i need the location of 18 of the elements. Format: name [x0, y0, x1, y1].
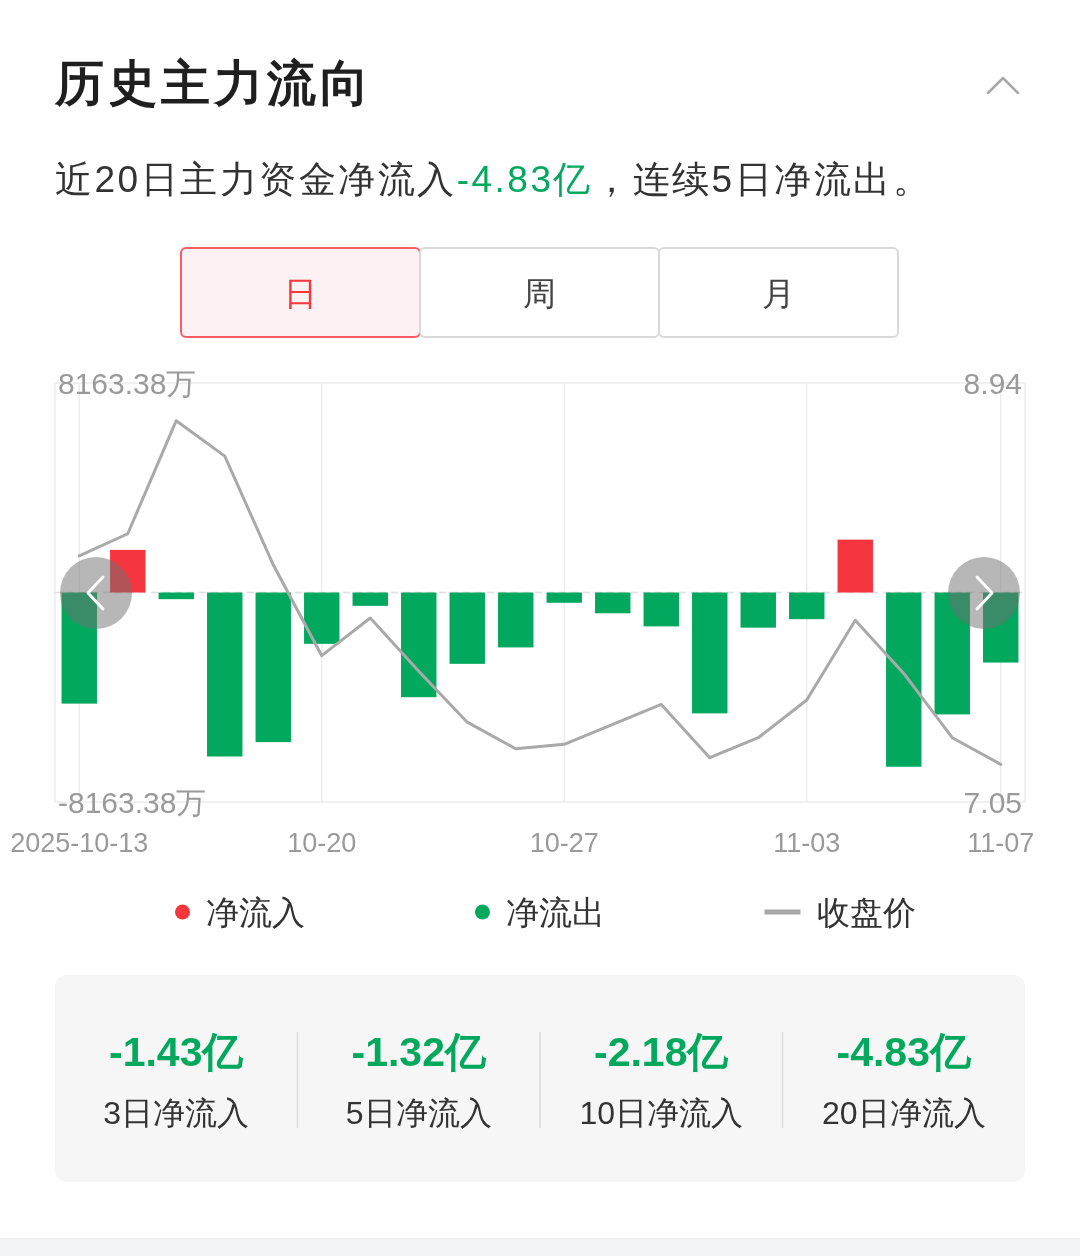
tab: 周: [419, 247, 660, 338]
chart-title: 历史主力流向: [54, 56, 373, 110]
legend-label: 收盘价: [816, 894, 916, 931]
y2-tick-label: 8.94: [963, 366, 1022, 400]
chart-subtitle: 近20日主力资金净流入-4.83亿，连续5日净流出。: [55, 159, 933, 200]
x-tick-label: 11-03: [773, 828, 841, 858]
x-tick-label: 10-20: [287, 828, 357, 858]
x-tick-label: 11-07: [967, 828, 1035, 858]
tab-selected: 日: [180, 247, 421, 338]
summary: -1.43亿 3日净流入 -1.32亿 5日净流入 -2.18亿 10日净流入 -4.83亿 20日净流入: [55, 975, 1025, 1182]
x-tick-label: 10-27: [529, 828, 599, 858]
y2-tick-label: 7.05: [963, 785, 1022, 819]
legend-label: 净流入: [206, 894, 305, 931]
x-tick-label: 2025-10-13: [10, 828, 149, 858]
y-tick-label: -8163.38万: [58, 785, 207, 819]
tab: 月: [658, 247, 899, 338]
legend-label: 净流出: [506, 894, 605, 931]
y-tick-label: 8163.38万: [58, 366, 197, 400]
